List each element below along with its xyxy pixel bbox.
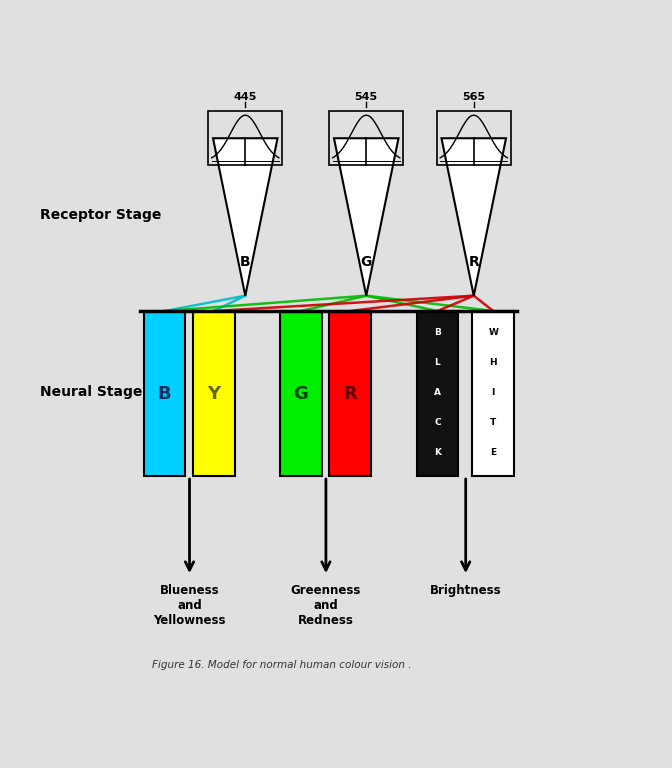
Text: B: B [158,385,171,402]
Text: 445: 445 [234,92,257,102]
Bar [193,311,235,476]
Text: Greenness
and
Redness: Greenness and Redness [291,584,361,627]
Text: C: C [434,418,441,426]
Text: I: I [491,388,495,396]
Bar [280,311,322,476]
Bar [437,111,511,165]
Polygon shape [334,138,398,296]
Bar [144,311,185,476]
Text: E: E [490,448,497,457]
Text: Brightness: Brightness [430,584,501,597]
Text: 565: 565 [462,92,485,102]
Text: H: H [489,358,497,366]
Text: R: R [468,255,479,269]
Text: Figure 16. Model for normal human colour vision .: Figure 16. Model for normal human colour… [153,660,412,670]
Text: Y: Y [207,385,220,402]
Text: W: W [489,328,498,336]
Bar [208,111,282,165]
Text: R: R [343,385,357,402]
Bar [329,311,371,476]
Text: G: G [294,385,308,402]
Text: L: L [435,358,440,366]
Text: 545: 545 [355,92,378,102]
Text: K: K [434,448,441,457]
Text: T: T [490,418,497,426]
Text: B: B [434,328,441,336]
Polygon shape [442,138,506,296]
Text: Blueness
and
Yellowness: Blueness and Yellowness [153,584,226,627]
Text: G: G [361,255,372,269]
Bar [329,111,403,165]
Bar [472,311,514,476]
Text: Receptor Stage: Receptor Stage [40,208,162,222]
Bar [417,311,458,476]
Text: A: A [434,388,441,396]
Text: Neural Stage: Neural Stage [40,385,142,399]
Text: B: B [240,255,251,269]
Polygon shape [213,138,278,296]
